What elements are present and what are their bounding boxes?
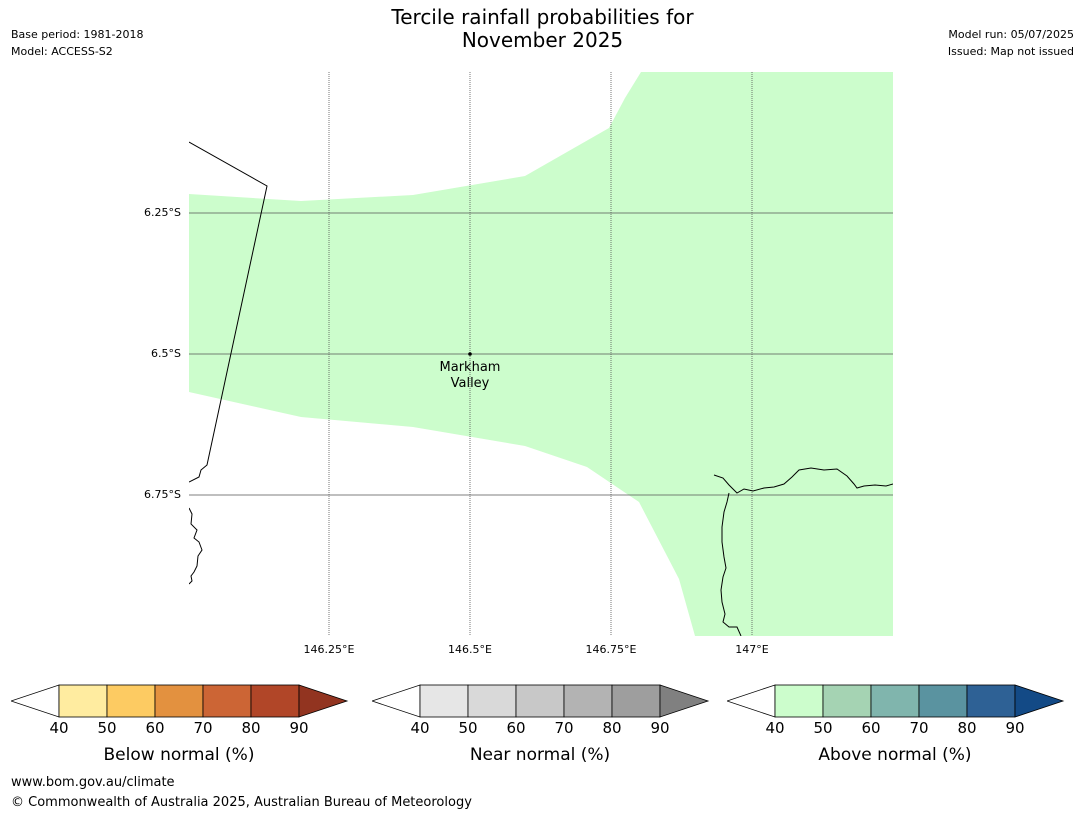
page-title: Tercile rainfall probabilities for Novem… (0, 6, 1085, 52)
colorbar-segment-50 (106, 684, 156, 718)
place-label: Markham Valley (420, 360, 520, 392)
colorbar-segment-60 (154, 684, 204, 718)
model-name: Model: ACCESS-S2 (11, 45, 113, 58)
colorbar-tick-40: 40 (49, 719, 69, 737)
colorbar-segment-70 (918, 684, 968, 718)
colorbar-segment-60 (870, 684, 920, 718)
colorbar-segment-80 (250, 684, 300, 718)
lon-label-146-75e: 146.75°E (585, 643, 637, 656)
colorbar-segment-50 (467, 684, 517, 718)
colorbar-tick-60: 60 (861, 719, 881, 737)
colorbar-segment-60 (515, 684, 565, 718)
base-period: Base period: 1981-2018 (11, 28, 144, 41)
place-label-line-2: Valley (450, 376, 490, 391)
colorbar-above-normal (727, 684, 1065, 718)
colorbar-max-arrow (1014, 684, 1065, 718)
colorbar-segment-50 (822, 684, 872, 718)
legend-above-normal-label: Above normal (%) (818, 745, 972, 765)
colorbar-min-arrow (372, 684, 421, 718)
colorbar-tick-80: 80 (957, 719, 977, 737)
place-marker[interactable] (468, 352, 472, 356)
colorbar-min-arrow (11, 684, 60, 718)
colorbar-tick-90: 90 (289, 719, 309, 737)
colorbar-segment-40 (58, 684, 108, 718)
border-line (189, 141, 268, 483)
north-coastline (713, 467, 893, 494)
west-coastline (189, 507, 203, 585)
legend-near-normal-label: Near normal (%) (469, 745, 611, 765)
colorbar-tick-50: 50 (97, 719, 117, 737)
forecast-map[interactable] (189, 72, 893, 636)
coastlines (189, 141, 893, 636)
colorbar-below-normal (11, 684, 349, 718)
colorbar-segment-70 (202, 684, 252, 718)
colorbar-tick-60: 60 (145, 719, 165, 737)
colorbar-near-normal (372, 684, 710, 718)
colorbar-tick-80: 80 (241, 719, 261, 737)
east-coastline (720, 492, 742, 636)
colorbar-segment-70 (563, 684, 613, 718)
colorbar-tick-80: 80 (602, 719, 622, 737)
colorbar-tick-90: 90 (650, 719, 670, 737)
latitude-gridlines (189, 212, 893, 496)
colorbar-min-arrow (727, 684, 776, 718)
colorbar-tick-40: 40 (765, 719, 785, 737)
colorbar-tick-50: 50 (458, 719, 478, 737)
lat-label-6-75s: 6.75°S (144, 488, 181, 501)
colorbar-tick-70: 70 (193, 719, 213, 737)
lon-label-146-25e: 146.25°E (303, 643, 355, 656)
colorbar-tick-40: 40 (410, 719, 430, 737)
colorbar-tick-90: 90 (1005, 719, 1025, 737)
model-run: Model run: 05/07/2025 (948, 28, 1074, 41)
colorbar-tick-50: 50 (813, 719, 833, 737)
colorbar-segment-80 (966, 684, 1016, 718)
lon-label-147e: 147°E (735, 643, 769, 656)
title-line-1: Tercile rainfall probabilities for (391, 5, 694, 29)
lat-label-6-25s: 6.25°S (144, 206, 181, 219)
colorbar-tick-70: 70 (554, 719, 574, 737)
colorbar-segment-40 (419, 684, 469, 718)
colorbar-max-arrow (298, 684, 349, 718)
footer-copyright: © Commonwealth of Australia 2025, Austra… (11, 795, 472, 810)
lat-label-6-5s: 6.5°S (151, 347, 181, 360)
lon-label-146-5e: 146.5°E (448, 643, 492, 656)
place-label-line-1: Markham (439, 360, 501, 375)
legend-below-normal-label: Below normal (%) (103, 745, 255, 765)
colorbar-max-arrow (659, 684, 710, 718)
colorbar-tick-60: 60 (506, 719, 526, 737)
title-line-2: November 2025 (461, 28, 624, 52)
colorbar-segment-40 (774, 684, 824, 718)
footer-url[interactable]: www.bom.gov.au/climate (11, 775, 175, 790)
colorbar-tick-70: 70 (909, 719, 929, 737)
colorbar-segment-80 (611, 684, 661, 718)
issued-status: Issued: Map not issued (947, 45, 1074, 58)
